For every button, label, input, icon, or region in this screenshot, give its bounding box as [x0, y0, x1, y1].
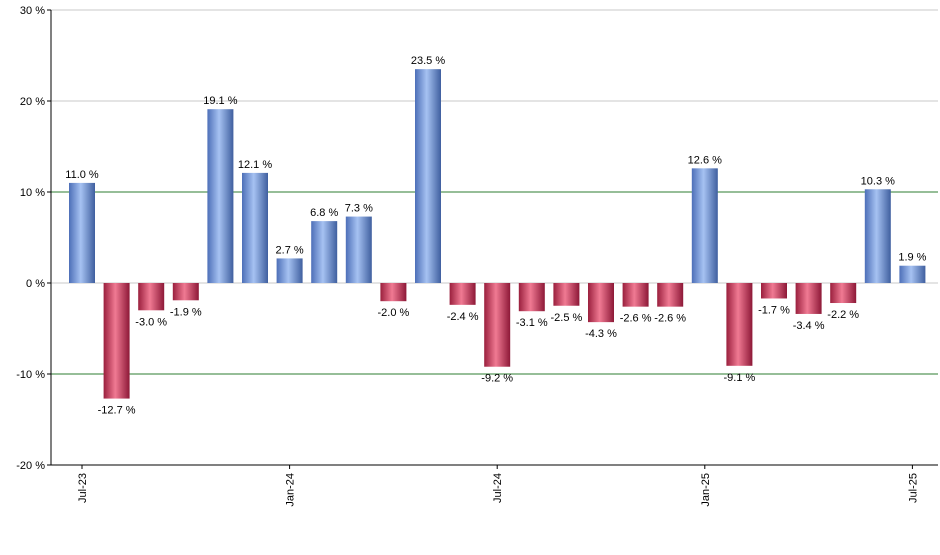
- y-tick-label: 30 %: [20, 5, 45, 17]
- x-tick-label: Jan-25: [700, 473, 712, 507]
- reference-lines: [51, 191, 938, 375]
- data-label: -1.9 %: [170, 306, 202, 318]
- bar-negative: [830, 283, 857, 304]
- data-label: -2.4 %: [447, 311, 479, 323]
- data-labels: 11.0 % -12.7 % -3.0 %-1.9 % 19.1 % 12.1 % 2.7…: [65, 55, 926, 416]
- bar-negative: [172, 283, 199, 301]
- data-label: -2.6 %: [620, 313, 652, 325]
- bar-negative: [622, 283, 649, 307]
- bar-positive: [276, 258, 303, 283]
- x-tick-label: Jul-23: [77, 473, 89, 503]
- data-label: 11.0 %: [65, 169, 99, 181]
- data-label: 7.3 %: [345, 203, 373, 215]
- bar-negative: [657, 283, 684, 307]
- y-tick-label: 20 %: [20, 96, 45, 108]
- data-label: -2.6 %: [654, 313, 686, 325]
- data-label: -9.2 %: [481, 373, 513, 385]
- bar-positive: [345, 216, 372, 283]
- data-label: -3.4 %: [793, 320, 825, 332]
- bar-positive: [311, 221, 338, 283]
- y-tick-label: -10 %: [16, 369, 45, 381]
- data-label: -2.5 %: [551, 312, 583, 324]
- grid-lines: [51, 9, 938, 466]
- data-label: -1.7 %: [758, 304, 790, 316]
- bars: [69, 69, 926, 399]
- x-tick-label: Jul-24: [492, 473, 504, 503]
- bar-negative: [138, 283, 165, 311]
- x-tick-label: Jan-24: [285, 473, 297, 507]
- bar-negative: [795, 283, 822, 314]
- data-label: -3.1 %: [516, 317, 548, 329]
- bar-positive: [69, 182, 95, 283]
- data-label: -12.7 %: [98, 405, 136, 417]
- data-label: -3.0 %: [135, 316, 167, 328]
- data-label: 6.8 %: [310, 207, 338, 219]
- bar-negative: [553, 283, 580, 306]
- data-label: -9.1 %: [724, 372, 756, 384]
- bar-positive: [864, 189, 891, 283]
- bar-negative: [380, 283, 407, 302]
- data-label: 12.1 %: [238, 159, 272, 171]
- data-label: 10.3 %: [861, 175, 895, 187]
- bar-negative: [103, 283, 130, 399]
- bar-negative: [726, 283, 753, 366]
- data-label: 1.9 %: [898, 252, 926, 264]
- bar-negative: [761, 283, 787, 299]
- bar-positive: [242, 172, 268, 283]
- data-label: 2.7 %: [276, 244, 304, 256]
- bar-positive: [415, 69, 441, 284]
- data-label: 19.1 %: [203, 95, 237, 107]
- data-label: -4.3 %: [585, 328, 617, 340]
- data-label: -2.2 %: [827, 309, 859, 321]
- x-tick-label: Jul-25: [907, 473, 919, 503]
- data-label: 23.5 %: [411, 55, 445, 67]
- axes: 30 % 20 % 10 % 0 % -10 % -20 % Jul-23 Jan-24 Jul…: [16, 5, 938, 507]
- bar-positive: [899, 265, 926, 283]
- bar-negative: [588, 283, 614, 323]
- data-label: 12.6 %: [688, 154, 722, 166]
- bar-negative: [484, 283, 511, 367]
- bar-positive: [207, 109, 234, 283]
- y-tick-label: 0 %: [26, 278, 45, 290]
- bar-negative: [449, 283, 476, 305]
- y-tick-label: -20 %: [16, 460, 45, 472]
- y-tick-label: 10 %: [20, 187, 45, 199]
- bar-positive: [691, 168, 718, 283]
- data-label: -2.0 %: [378, 307, 410, 319]
- bar-negative: [518, 283, 545, 312]
